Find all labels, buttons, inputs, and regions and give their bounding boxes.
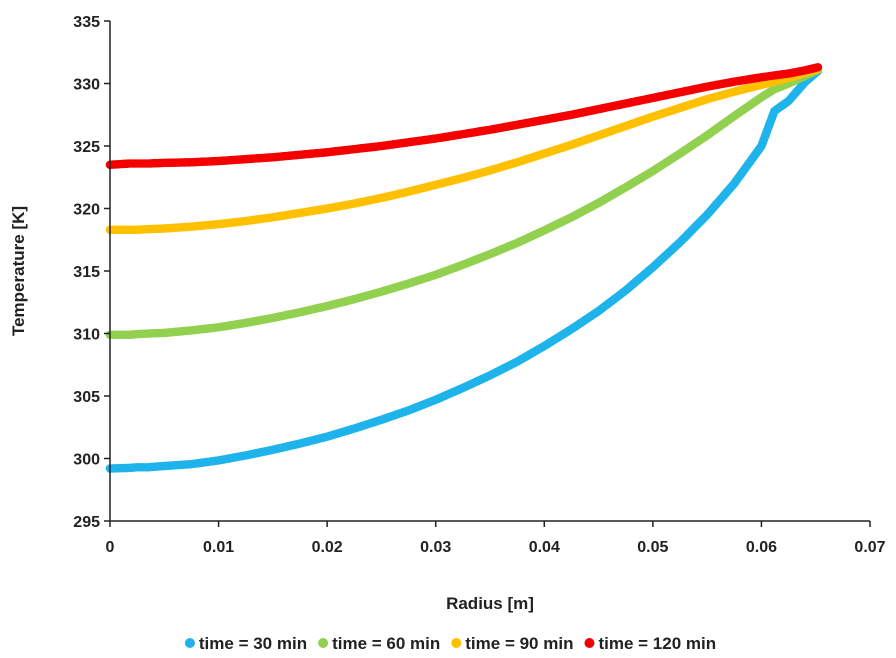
y-tick-label: 325 (73, 139, 100, 156)
legend-marker (451, 638, 462, 648)
y-tick-label: 315 (73, 264, 100, 281)
y-tick-label: 300 (73, 452, 100, 469)
series-layer (105, 62, 823, 473)
legend-marker (318, 638, 329, 648)
series-4 (105, 62, 823, 170)
x-tick-label: 0.05 (637, 539, 668, 556)
legend-label: time = 30 min (199, 634, 307, 653)
data-point (813, 62, 823, 72)
series-3 (105, 64, 823, 235)
y-tick-label: 295 (73, 514, 100, 531)
x-axis-ticks: 0 0.01 0.02 0.03 0.04 0.05 0.06 0.07 (106, 521, 886, 556)
y-tick-label: 305 (73, 389, 100, 406)
legend-label: time = 60 min (332, 634, 440, 653)
x-tick-label: 0.01 (203, 539, 234, 556)
legend-marker (184, 638, 195, 648)
legend-item: time = 90 min (451, 634, 573, 653)
legend-item: time = 60 min (318, 634, 440, 653)
y-tick-label: 320 (73, 202, 100, 219)
legend-item: time = 30 min (184, 634, 307, 653)
y-axis-ticks: 295 300 305 310 315 320 325 330 335 (73, 14, 110, 531)
x-tick-label: 0.07 (854, 539, 885, 556)
legend-label: time = 90 min (465, 634, 573, 653)
x-tick-label: 0.02 (312, 539, 343, 556)
x-tick-label: 0.03 (420, 539, 451, 556)
legend-item: time = 120 min (584, 634, 716, 653)
series-1 (105, 66, 823, 473)
y-tick-label: 330 (73, 77, 100, 94)
y-tick-label: 310 (73, 327, 100, 344)
x-tick-label: 0.06 (746, 539, 777, 556)
series-2 (105, 65, 823, 340)
x-tick-label: 0 (106, 539, 115, 556)
y-tick-label: 335 (73, 14, 100, 31)
legend-label: time = 120 min (598, 634, 716, 653)
x-axis-title: Radius [m] (446, 594, 534, 613)
legend-marker (584, 638, 595, 648)
legend: time = 30 min time = 60 min time = 90 min t… (184, 634, 716, 653)
y-axis-title: Temperature [K] (9, 206, 28, 336)
x-tick-label: 0.04 (529, 539, 560, 556)
